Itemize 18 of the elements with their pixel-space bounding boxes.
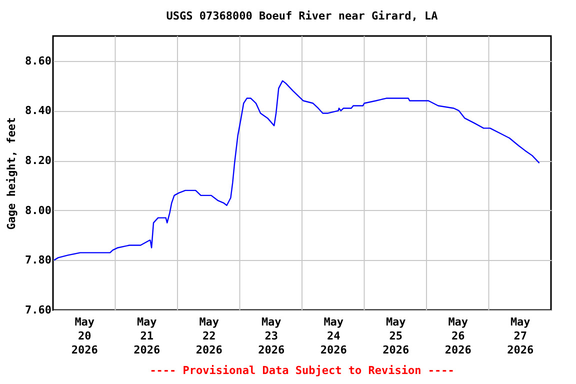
x-tick-label: May 26 2026 xyxy=(444,316,472,356)
y-tick-label: 8.00 xyxy=(25,204,52,217)
x-tick-label: May 24 2026 xyxy=(320,316,348,356)
x-tick-label: May 27 2026 xyxy=(507,316,534,356)
y-tick-label: 8.60 xyxy=(25,54,52,68)
text: ---- Provisional Data Subject to Revision ---- xyxy=(150,364,454,377)
x-tick-label: May 20 2026 xyxy=(71,316,98,356)
x-tick-label: May 25 2026 xyxy=(382,316,410,356)
y-tick-label: 7.60 xyxy=(25,304,52,316)
y-tick-label: 8.40 xyxy=(25,104,52,118)
y-axis-title: Gage height, feet xyxy=(5,117,18,230)
chart-title: USGS 07368000 Boeuf River near Girard, LA xyxy=(166,10,438,22)
x-tick-label: May 21 2026 xyxy=(134,316,160,356)
y-tick-label: 8.20 xyxy=(25,154,52,168)
line-series xyxy=(53,80,540,261)
y-tick-label: 7.80 xyxy=(25,254,52,267)
x-tick-label: May 22 2026 xyxy=(196,316,223,356)
x-tick-label: May 23 2026 xyxy=(258,316,285,356)
